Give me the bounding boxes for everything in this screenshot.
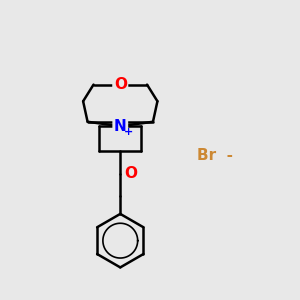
- Text: Br  -: Br -: [197, 148, 233, 164]
- Text: N: N: [114, 119, 127, 134]
- Text: O: O: [114, 77, 127, 92]
- Text: O: O: [124, 166, 137, 181]
- Text: +: +: [124, 127, 133, 136]
